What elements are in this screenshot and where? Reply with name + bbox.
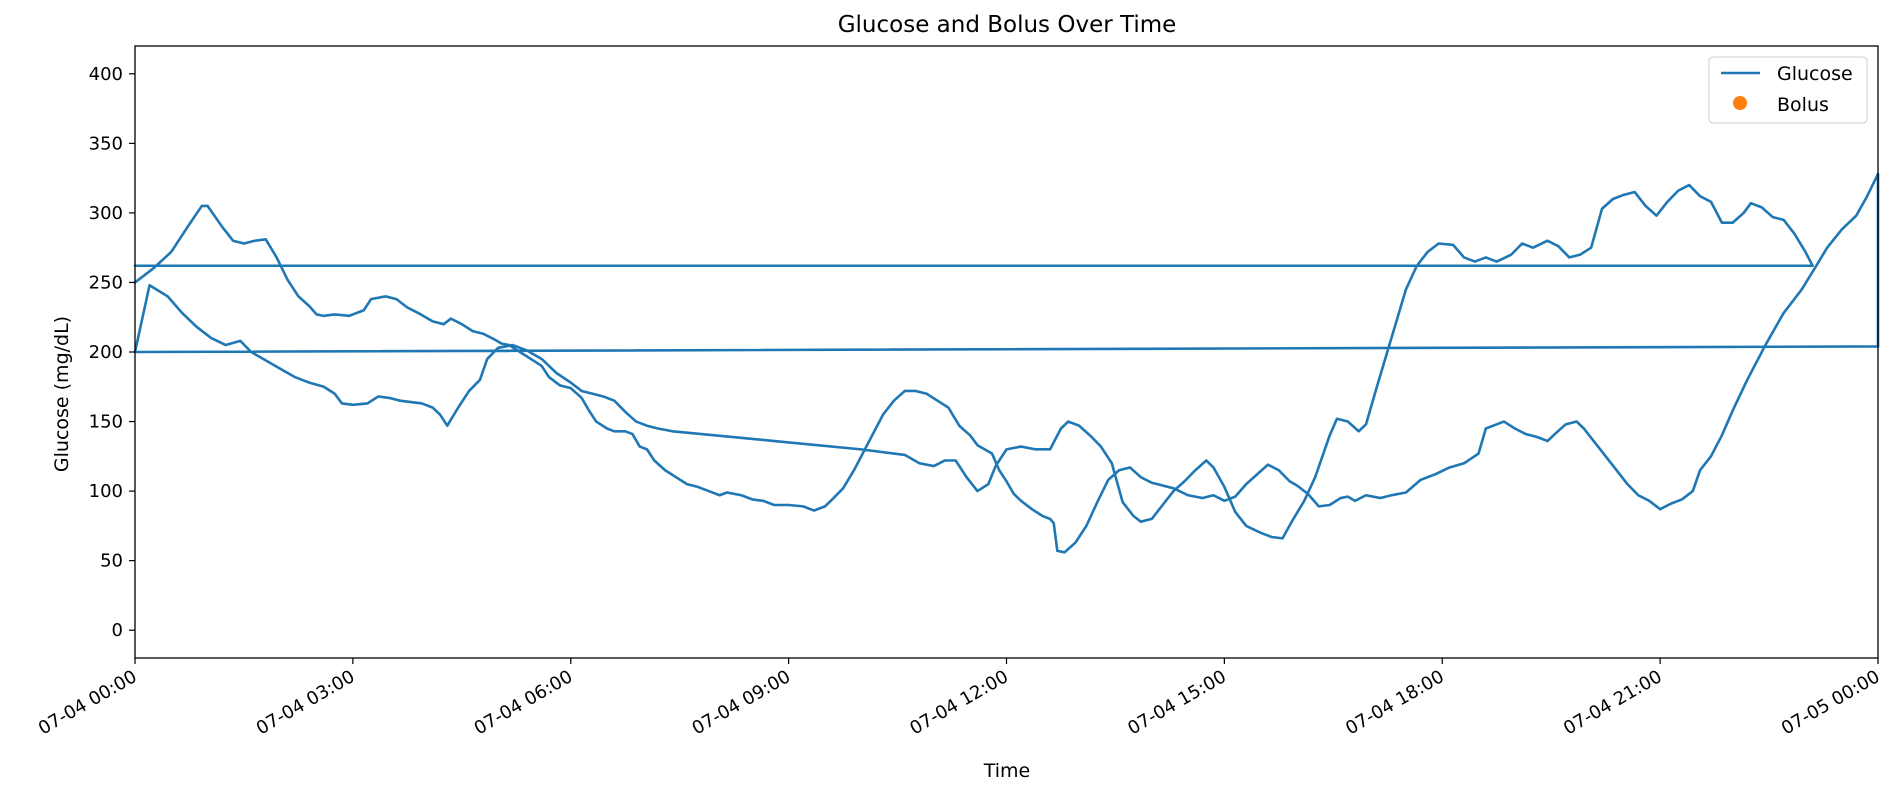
legend-bolus-label: Bolus [1777,94,1829,116]
y-tick-label: 350 [89,133,123,154]
y-tick-label: 150 [89,412,123,433]
legend-bolus-marker [1733,96,1747,110]
y-tick-label: 400 [89,64,123,85]
y-tick-label: 300 [89,203,123,224]
legend-glucose-label: Glucose [1777,63,1853,85]
series-line-glucose [133,172,1880,554]
x-axis-title: Time [983,760,1031,782]
legend: Glucose Bolus [1708,56,1868,124]
y-axis: 0 50 100 150 200 250 300 350 400 [89,64,135,641]
y-tick-label: 200 [89,342,123,363]
y-tick-label: 0 [112,620,123,641]
y-tick-label: 250 [89,272,123,293]
chart-title: Glucose and Bolus Over Time [838,12,1177,38]
y-axis-title: Glucose (mg/dL) [51,316,73,472]
y-tick-label: 50 [100,551,123,572]
y-tick-label: 100 [89,481,123,502]
